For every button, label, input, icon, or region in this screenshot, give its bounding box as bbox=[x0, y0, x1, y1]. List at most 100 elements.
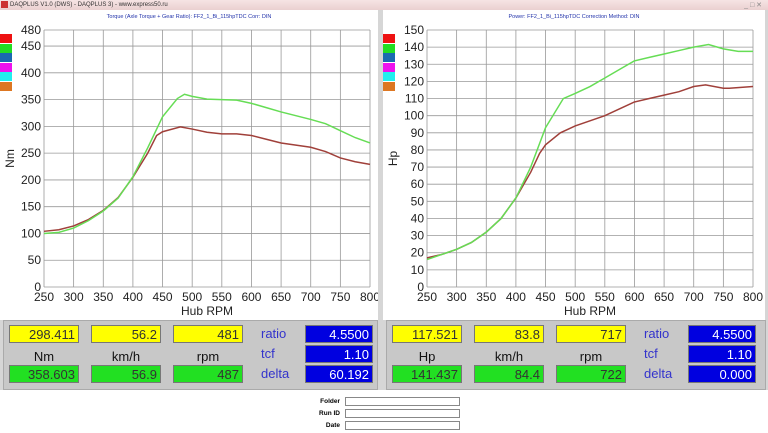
x-tick-label: 350 bbox=[476, 290, 496, 304]
legend-swatch[interactable] bbox=[0, 72, 12, 81]
legend-swatch[interactable] bbox=[0, 62, 12, 72]
y-tick-label: 50 bbox=[28, 253, 42, 267]
x-tick-label: 250 bbox=[34, 290, 54, 304]
x-axis-label: Hub RPM bbox=[564, 304, 616, 318]
param-label: tcf bbox=[261, 346, 275, 361]
param-label: ratio bbox=[644, 326, 670, 341]
power-chart: Power: FF2_1_Bi_115hpTDC Correction Meth… bbox=[383, 10, 765, 320]
param-value: 4.5500 bbox=[688, 325, 756, 343]
param-label: tcf bbox=[644, 346, 658, 361]
title-bar: DAQPLUS V1.0 (DWS) - DAQPLUS 3) - www.ex… bbox=[0, 0, 768, 10]
app-icon bbox=[1, 1, 8, 8]
x-tick-label: 800 bbox=[743, 290, 763, 304]
y-tick-label: 200 bbox=[21, 173, 41, 187]
x-tick-label: 450 bbox=[536, 290, 556, 304]
legend-swatch[interactable] bbox=[0, 43, 12, 53]
param-value: 60.192 bbox=[305, 365, 373, 383]
unit-label: km/h bbox=[494, 349, 524, 364]
cursor-value-green: 141.437 bbox=[392, 365, 462, 383]
x-tick-label: 400 bbox=[123, 290, 143, 304]
y-tick-label: 20 bbox=[411, 246, 425, 260]
x-tick-label: 750 bbox=[330, 290, 350, 304]
cursor-value-red: 481 bbox=[173, 325, 243, 343]
legend-swatch[interactable] bbox=[0, 53, 12, 62]
legend-swatch[interactable] bbox=[0, 81, 12, 91]
y-tick-label: 140 bbox=[404, 40, 424, 54]
cursor-value-red: 717 bbox=[556, 325, 626, 343]
chart-title: Torque (Axle Torque + Gear Ratio): FF2_1… bbox=[106, 14, 272, 20]
y-axis-label: Nm bbox=[3, 149, 17, 168]
x-tick-label: 500 bbox=[565, 290, 585, 304]
date-field[interactable] bbox=[345, 421, 460, 430]
param-label: delta bbox=[644, 366, 673, 381]
y-tick-label: 450 bbox=[21, 39, 41, 53]
series-line bbox=[43, 126, 371, 233]
folder-field[interactable] bbox=[345, 397, 460, 406]
window-title: DAQPLUS V1.0 (DWS) - DAQPLUS 3) - www.ex… bbox=[10, 2, 168, 8]
cursor-value-red: 298.411 bbox=[9, 325, 79, 343]
series-line bbox=[426, 43, 753, 261]
x-tick-label: 700 bbox=[301, 290, 321, 304]
param-label: delta bbox=[261, 366, 290, 381]
run-id-field[interactable] bbox=[345, 409, 460, 418]
legend-swatch[interactable] bbox=[383, 72, 395, 81]
legend bbox=[0, 34, 12, 91]
cursor-value-green: 84.4 bbox=[474, 365, 544, 383]
cursor-value-red: 117.521 bbox=[392, 325, 462, 343]
x-tick-label: 300 bbox=[64, 290, 84, 304]
legend bbox=[383, 34, 395, 91]
legend-swatch[interactable] bbox=[383, 81, 395, 91]
cursor-value-green: 722 bbox=[556, 365, 626, 383]
torque-chart: Torque (Axle Torque + Gear Ratio): FF2_1… bbox=[0, 10, 378, 320]
x-tick-label: 400 bbox=[506, 290, 526, 304]
y-tick-label: 0 bbox=[34, 280, 41, 294]
legend-swatch[interactable] bbox=[383, 53, 395, 62]
y-tick-label: 100 bbox=[21, 226, 41, 240]
unit-label: rpm bbox=[579, 349, 603, 364]
legend-swatch[interactable] bbox=[0, 34, 12, 43]
legend-swatch[interactable] bbox=[383, 34, 395, 43]
series-line bbox=[43, 93, 371, 235]
y-axis-label: Hp bbox=[386, 151, 400, 167]
unit-label: Hp bbox=[418, 349, 436, 364]
cursor-value-green: 56.9 bbox=[91, 365, 161, 383]
x-tick-label: 600 bbox=[241, 290, 261, 304]
cursor-value-green: 487 bbox=[173, 365, 243, 383]
x-tick-label: 650 bbox=[654, 290, 674, 304]
run-id-label: Run ID bbox=[319, 410, 340, 417]
y-tick-label: 70 bbox=[411, 160, 425, 174]
x-tick-label: 350 bbox=[93, 290, 113, 304]
y-tick-label: 130 bbox=[404, 57, 424, 71]
x-tick-label: 550 bbox=[595, 290, 615, 304]
y-tick-label: 60 bbox=[411, 177, 425, 191]
y-tick-label: 30 bbox=[411, 229, 425, 243]
run-info-form: Folder Run ID Date bbox=[0, 390, 768, 433]
param-label: ratio bbox=[261, 326, 287, 341]
y-tick-label: 300 bbox=[21, 119, 41, 133]
y-tick-label: 350 bbox=[21, 93, 41, 107]
y-tick-label: 120 bbox=[404, 74, 424, 88]
folder-label: Folder bbox=[320, 398, 340, 405]
y-tick-label: 80 bbox=[411, 143, 425, 157]
cursor-value-red: 83.8 bbox=[474, 325, 544, 343]
y-tick-label: 250 bbox=[21, 146, 41, 160]
x-tick-label: 700 bbox=[684, 290, 704, 304]
cursor-value-green: 358.603 bbox=[9, 365, 79, 383]
legend-swatch[interactable] bbox=[383, 62, 395, 72]
series-line bbox=[426, 84, 754, 259]
torque-readout-panel: 298.411 Nm 358.603 56.2 km/h 56.9 481 rpm 487 rat… bbox=[3, 320, 378, 390]
unit-label: rpm bbox=[196, 349, 220, 364]
x-tick-label: 550 bbox=[212, 290, 232, 304]
x-tick-label: 450 bbox=[153, 290, 173, 304]
y-tick-label: 0 bbox=[417, 280, 424, 294]
x-axis-label: Hub RPM bbox=[181, 304, 233, 318]
y-tick-label: 480 bbox=[21, 23, 41, 37]
window-controls[interactable]: _ □ ✕ bbox=[744, 2, 762, 9]
x-tick-label: 250 bbox=[417, 290, 437, 304]
x-tick-label: 650 bbox=[271, 290, 291, 304]
date-label: Date bbox=[325, 422, 340, 429]
x-tick-label: 600 bbox=[624, 290, 644, 304]
param-value: 4.5500 bbox=[305, 325, 373, 343]
y-tick-label: 40 bbox=[411, 211, 425, 225]
legend-swatch[interactable] bbox=[383, 43, 395, 53]
